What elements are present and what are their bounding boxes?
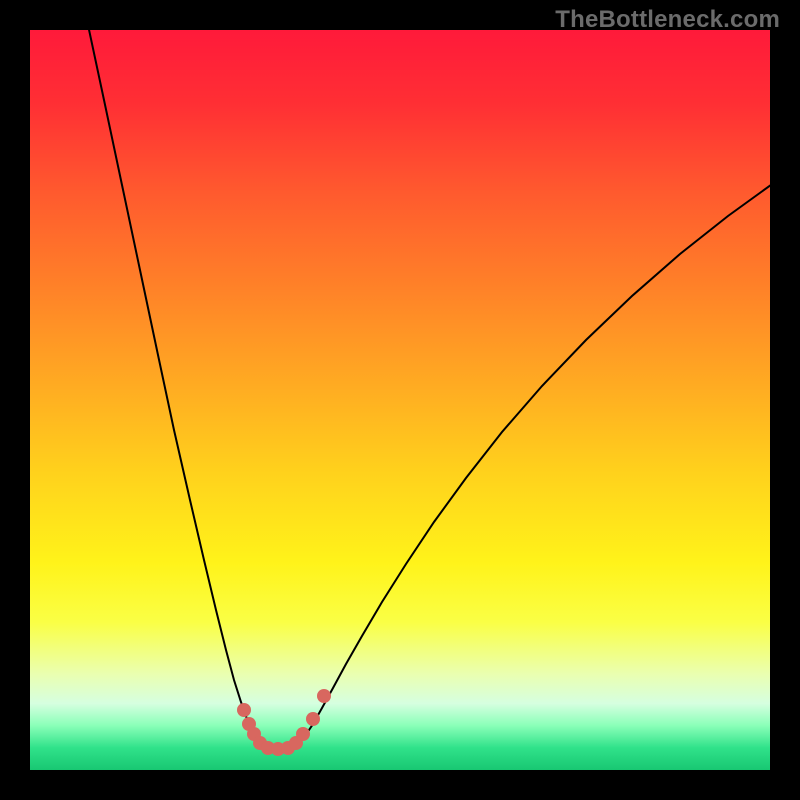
curve-layer bbox=[30, 30, 770, 770]
plot-area bbox=[30, 30, 770, 770]
marker-group bbox=[237, 689, 331, 756]
data-marker bbox=[296, 727, 310, 741]
data-marker bbox=[317, 689, 331, 703]
chart-frame: TheBottleneck.com bbox=[0, 0, 800, 800]
bottleneck-curve bbox=[88, 30, 770, 748]
data-marker bbox=[306, 712, 320, 726]
data-marker bbox=[237, 703, 251, 717]
